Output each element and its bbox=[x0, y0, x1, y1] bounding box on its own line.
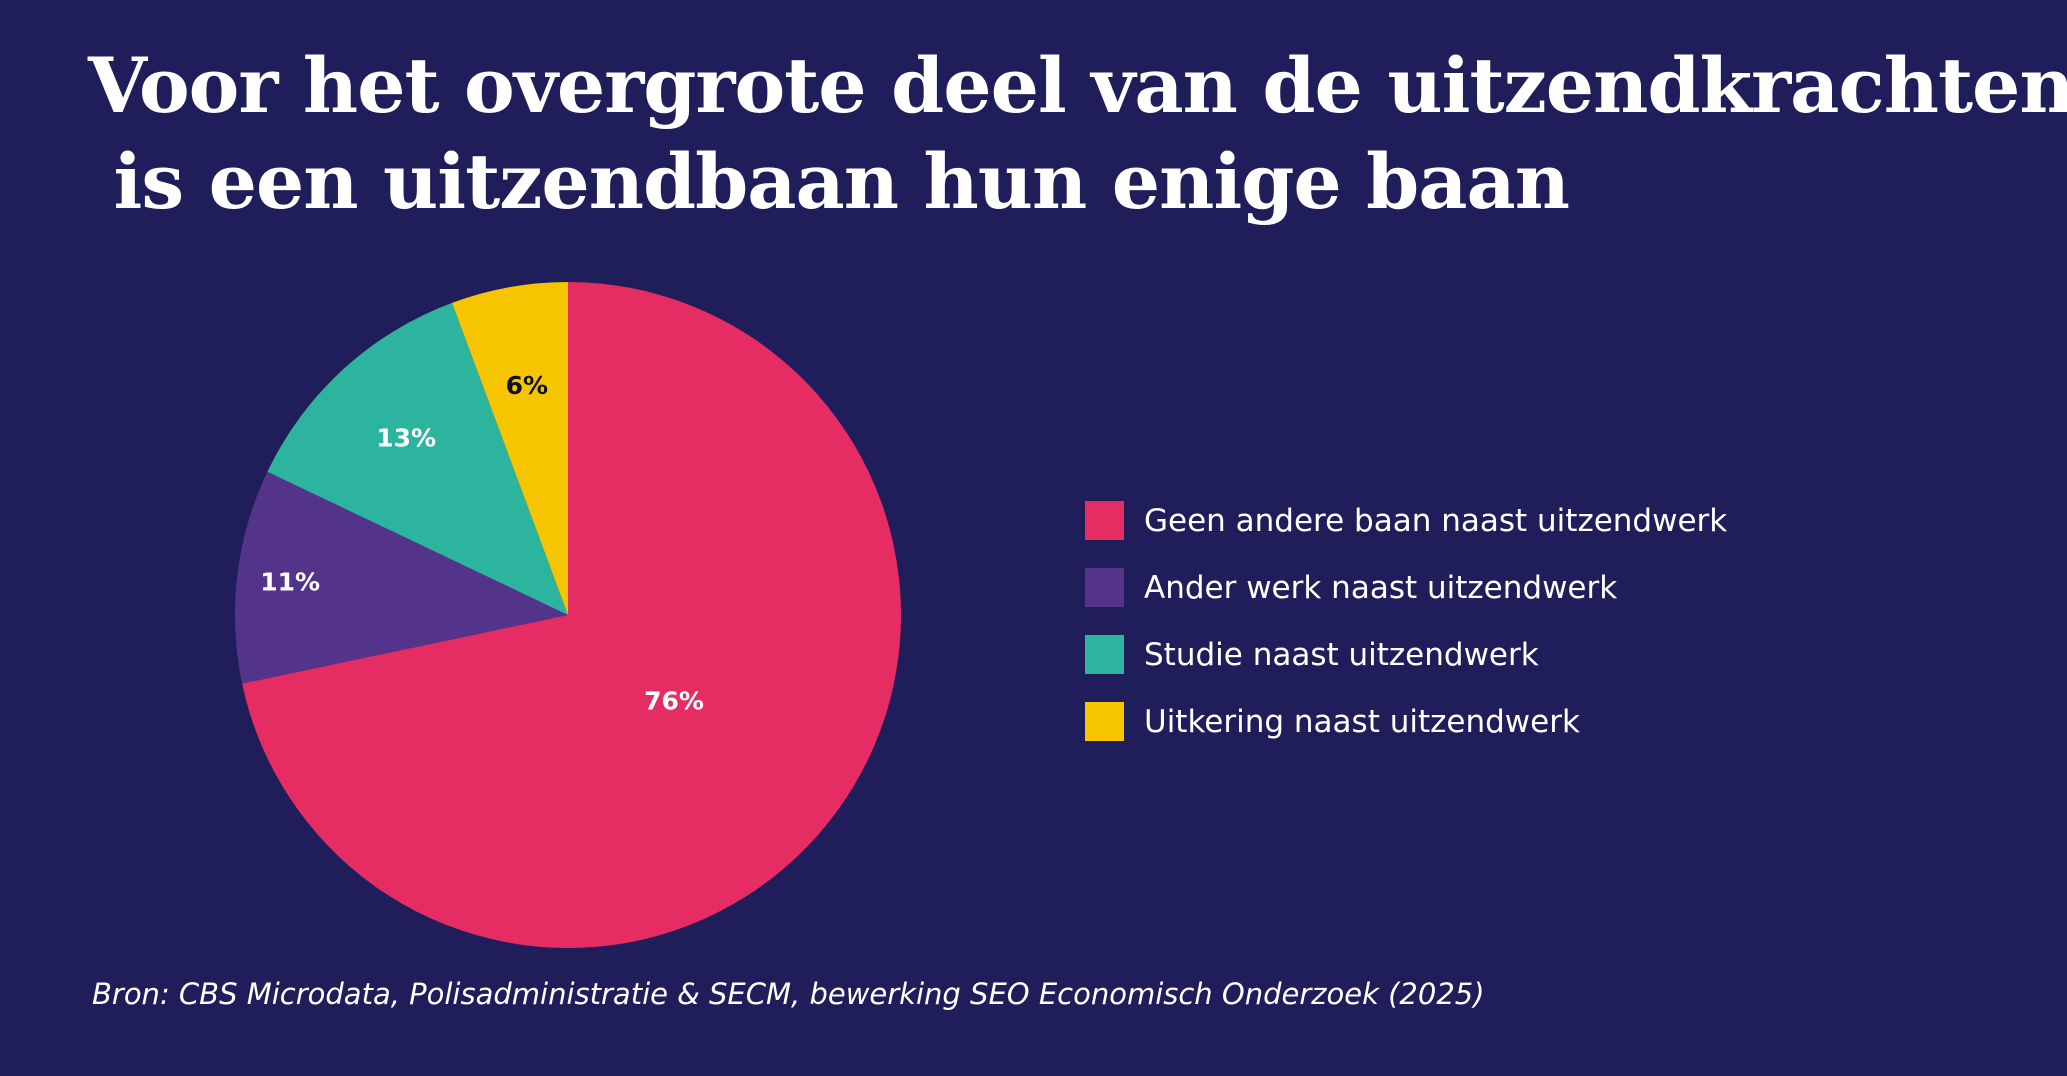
legend-label-studie: Studie naast uitzendwerk bbox=[1144, 636, 1539, 673]
legend-item-uitkering: Uitkering naast uitzendwerk bbox=[1085, 688, 1727, 755]
legend-item-ander-werk: Ander werk naast uitzendwerk bbox=[1085, 554, 1727, 621]
pie-data-label-ander-werk: 11% bbox=[260, 567, 320, 596]
legend-swatch-geen-andere-baan bbox=[1085, 501, 1124, 540]
chart-title: Voor het overgrote deel van de uitzendkr… bbox=[88, 38, 2067, 230]
legend-item-geen-andere-baan: Geen andere baan naast uitzendwerk bbox=[1085, 487, 1727, 554]
pie-slice-geen-andere-baan bbox=[242, 282, 901, 949]
pie-slice-uitkering bbox=[452, 282, 568, 615]
legend-label-geen-andere-baan: Geen andere baan naast uitzendwerk bbox=[1144, 502, 1728, 539]
chart-title-line-1: Voor het overgrote deel van de uitzendkr… bbox=[88, 41, 2067, 130]
pie-data-label-uitkering: 6% bbox=[506, 371, 548, 400]
pie-slice-studie bbox=[267, 302, 568, 615]
pie-labels: 76% 11% 13% 6% bbox=[260, 371, 704, 715]
chart-title-line-2: is een uitzendbaan hun enige baan bbox=[88, 137, 1570, 226]
source-note: Bron: CBS Microdata, Polisadministratie … bbox=[92, 977, 1485, 1011]
legend-label-ander-werk: Ander werk naast uitzendwerk bbox=[1144, 569, 1618, 606]
legend-swatch-ander-werk bbox=[1085, 568, 1124, 607]
chart-legend: Geen andere baan naast uitzendwerk Ander… bbox=[1085, 487, 1727, 755]
pie-slices bbox=[235, 282, 901, 949]
legend-item-studie: Studie naast uitzendwerk bbox=[1085, 621, 1727, 688]
pie-slice-ander-werk bbox=[235, 471, 568, 684]
legend-swatch-uitkering bbox=[1085, 702, 1124, 741]
pie-data-label-geen-andere-baan: 76% bbox=[644, 687, 704, 716]
pie-data-label-studie: 13% bbox=[376, 424, 436, 453]
legend-swatch-studie bbox=[1085, 635, 1124, 674]
legend-label-uitkering: Uitkering naast uitzendwerk bbox=[1144, 703, 1580, 740]
